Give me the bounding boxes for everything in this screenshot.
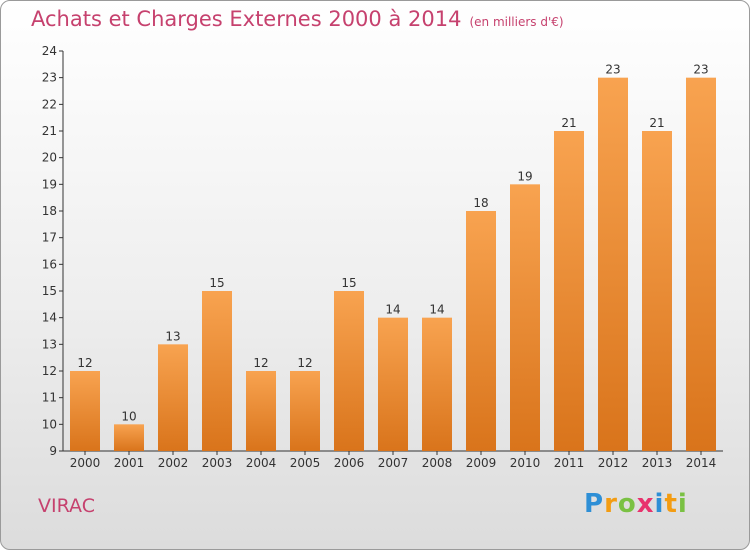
data-label-2001: 10 <box>121 409 136 423</box>
x-tick-label: 2011 <box>554 456 585 470</box>
bar-2005 <box>290 371 320 451</box>
logo-letter: i <box>654 489 665 519</box>
y-tick-label: 22 <box>42 97 57 111</box>
y-axis: 9 10 11 12 13 14 15 16 17 18 19 20 21 22 23 24 <box>42 44 64 458</box>
y-tick-label: 12 <box>42 364 57 378</box>
bar-2008 <box>422 317 452 451</box>
data-label-2000: 12 <box>77 356 92 370</box>
x-tick-label: 2001 <box>114 456 145 470</box>
data-label-2006: 15 <box>341 276 356 290</box>
bar-2014 <box>686 77 716 452</box>
bar-2004 <box>246 371 276 451</box>
bar-series: 12 10 13 15 12 12 15 14 14 18 19 21 23 21 23 <box>70 63 716 452</box>
logo-letter: x <box>636 489 655 519</box>
data-label-2012: 23 <box>605 63 620 77</box>
x-tick-label: 2014 <box>686 456 717 470</box>
y-tick-label: 21 <box>42 124 57 138</box>
y-tick-label: 10 <box>42 417 57 431</box>
bar-2012 <box>598 77 628 452</box>
logo-letter: o <box>617 489 637 519</box>
y-tick-label: 16 <box>42 257 57 271</box>
chart-unit-label: (en milliers d'€) <box>469 15 564 29</box>
y-tick-label: 13 <box>42 337 57 351</box>
data-label-2009: 18 <box>473 196 488 210</box>
data-label-2008: 14 <box>429 303 444 317</box>
data-label-2004: 12 <box>253 356 268 370</box>
proxiti-logo: Proxiti <box>584 489 688 519</box>
y-tick-label: 23 <box>42 71 57 85</box>
bar-2011 <box>554 131 584 451</box>
data-label-2005: 12 <box>297 356 312 370</box>
x-tick-label: 2005 <box>290 456 321 470</box>
data-label-2010: 19 <box>517 169 532 183</box>
logo-letter: r <box>604 489 618 519</box>
y-tick-label: 9 <box>49 444 57 458</box>
y-tick-label: 19 <box>42 177 57 191</box>
bar-2001 <box>114 424 144 451</box>
data-label-2013: 21 <box>649 116 664 130</box>
data-label-2011: 21 <box>561 116 576 130</box>
x-tick-label: 2003 <box>202 456 233 470</box>
chart-title: Achats et Charges Externes 2000 à 2014 (e… <box>31 7 564 31</box>
y-tick-label: 24 <box>42 44 57 58</box>
bar-2013 <box>642 131 672 451</box>
x-tick-label: 2008 <box>422 456 453 470</box>
x-tick-label: 2007 <box>378 456 409 470</box>
x-tick-label: 2004 <box>246 456 277 470</box>
x-axis: 2000 2001 2002 2003 2004 2005 2006 2007 2008 2009… <box>63 450 723 470</box>
x-tick-label: 2009 <box>466 456 497 470</box>
data-label-2003: 15 <box>209 276 224 290</box>
logo-letter: t <box>664 489 678 519</box>
x-tick-label: 2002 <box>158 456 189 470</box>
chart-title-text: Achats et Charges Externes 2000 à 2014 <box>31 7 462 31</box>
y-tick-label: 17 <box>42 231 57 245</box>
x-tick-label: 2010 <box>510 456 541 470</box>
bar-2010 <box>510 184 540 452</box>
y-tick-label: 15 <box>42 284 57 298</box>
x-tick-label: 2000 <box>70 456 101 470</box>
logo-letter: P <box>584 489 605 519</box>
bar-2000 <box>70 371 100 451</box>
y-tick-label: 11 <box>42 391 57 405</box>
city-name: VIRAC <box>38 495 95 517</box>
x-tick-label: 2013 <box>642 456 673 470</box>
bar-2007 <box>378 317 408 451</box>
bar-2003 <box>202 291 232 451</box>
x-tick-label: 2012 <box>598 456 629 470</box>
bar-2002 <box>158 344 188 451</box>
y-tick-label: 14 <box>42 311 57 325</box>
bar-2009 <box>466 211 496 451</box>
data-label-2007: 14 <box>385 303 400 317</box>
bar-2006 <box>334 291 364 451</box>
data-label-2014: 23 <box>693 63 708 77</box>
y-tick-label: 20 <box>42 151 57 165</box>
y-tick-label: 18 <box>42 204 57 218</box>
x-tick-label: 2006 <box>334 456 365 470</box>
logo-letter: i <box>677 489 688 519</box>
data-label-2002: 13 <box>165 329 180 343</box>
